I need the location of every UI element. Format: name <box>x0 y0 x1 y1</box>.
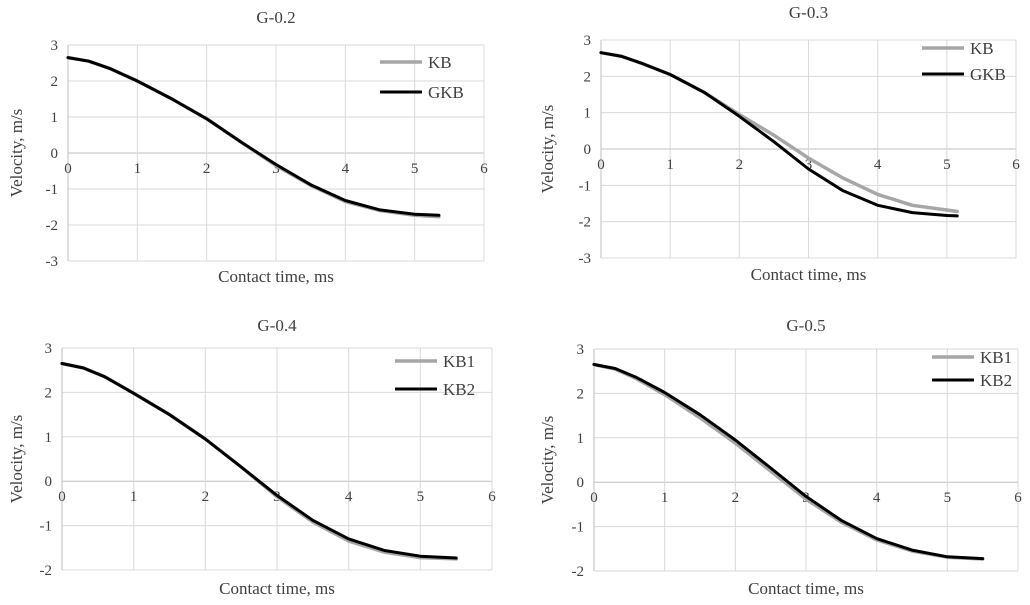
series-line-kb2 <box>592 363 985 561</box>
y-tick-label: 2 <box>51 74 59 90</box>
y-tick-label: -1 <box>46 182 59 198</box>
x-tick-label: 5 <box>943 157 951 173</box>
chart-title: G-0.3 <box>789 3 828 22</box>
y-tick-label: 0 <box>51 146 59 162</box>
legend-label-kb2: KB2 <box>443 380 475 399</box>
chart-panel-1: -3 -2 -1 0 1 2 3 0 1 2 3 4 5 6 G-0.2 Contact time, ms Ve… <box>7 8 488 286</box>
y-tick-label: 2 <box>577 386 585 402</box>
y-axis-label: Velocity, m/s <box>7 415 26 504</box>
x-axis-label: Contact time, ms <box>748 579 864 598</box>
x-tick-label: 6 <box>480 161 488 177</box>
x-tick-label: 2 <box>736 157 744 173</box>
y-tick-label: 1 <box>45 430 53 446</box>
x-tick-label: 6 <box>1014 490 1022 506</box>
x-tick-label: 5 <box>411 161 419 177</box>
x-tick-label: 3 <box>272 161 280 177</box>
x-tick-label: 0 <box>64 161 72 177</box>
x-tick-label: 4 <box>874 157 882 173</box>
legend-label-gkb: GKB <box>428 83 464 102</box>
x-tick-label: 4 <box>873 490 881 506</box>
series-line-gkb <box>599 51 959 218</box>
x-tick-label: 0 <box>58 489 66 505</box>
chart-title: G-0.2 <box>256 8 295 27</box>
y-tick-label: 1 <box>584 106 592 122</box>
x-axis-label: Contact time, ms <box>751 265 867 284</box>
y-tick-label: 3 <box>577 342 585 358</box>
chart-title: G-0.4 <box>257 316 297 335</box>
y-tick-label: 3 <box>584 33 592 49</box>
y-tick-label: 2 <box>45 385 53 401</box>
x-tick-label: 6 <box>488 489 496 505</box>
y-axis-label: Velocity, m/s <box>538 105 557 194</box>
y-tick-label: 3 <box>51 38 59 54</box>
x-tick-label: 2 <box>203 161 211 177</box>
y-tick-label: -3 <box>46 254 59 270</box>
y-tick-label: 1 <box>577 431 585 447</box>
x-tick-label: 3 <box>805 157 813 173</box>
y-tick-label: -2 <box>579 215 592 231</box>
y-tick-label: -1 <box>579 178 592 194</box>
y-axis-label: Velocity, m/s <box>538 416 557 505</box>
x-tick-label: 5 <box>944 490 952 506</box>
legend-label-kb: KB <box>428 53 452 72</box>
x-tick-label: 1 <box>666 157 674 173</box>
x-tick-label: 5 <box>417 489 425 505</box>
y-tick-label: 2 <box>584 69 592 85</box>
y-tick-label: 0 <box>577 475 585 491</box>
chart-panel-2: -3 -2 -1 0 1 2 3 0 1 2 3 4 5 6 G-0.3 Contact time, ms Ve… <box>538 3 1020 284</box>
legend-label-gkb: GKB <box>970 65 1006 84</box>
legend-label-kb1: KB1 <box>443 352 475 371</box>
y-tick-label: 0 <box>45 474 53 490</box>
x-tick-label: 1 <box>130 489 138 505</box>
legend-label-kb1: KB1 <box>980 348 1012 367</box>
x-tick-label: 0 <box>590 490 598 506</box>
y-tick-label: -2 <box>40 563 53 579</box>
y-tick-label: 1 <box>51 110 59 126</box>
series-line-gkb <box>66 56 441 217</box>
x-axis-label: Contact time, ms <box>219 579 335 598</box>
x-tick-label: 4 <box>345 489 353 505</box>
x-tick-label: 1 <box>134 161 142 177</box>
x-tick-label: 2 <box>732 490 740 506</box>
x-axis-label: Contact time, ms <box>218 267 334 286</box>
series-line-kb2 <box>60 362 458 560</box>
y-tick-label: 3 <box>45 341 53 357</box>
y-tick-label: -2 <box>572 564 585 580</box>
y-tick-label: -2 <box>46 218 59 234</box>
legend-label-kb: KB <box>970 39 994 58</box>
chart-title: G-0.5 <box>786 316 825 335</box>
x-tick-label: 4 <box>342 161 350 177</box>
x-tick-label: 0 <box>597 157 605 173</box>
x-tick-label: 6 <box>1012 157 1020 173</box>
x-tick-label: 1 <box>661 490 669 506</box>
x-tick-label: 2 <box>202 489 210 505</box>
y-axis-label: Velocity, m/s <box>7 109 26 198</box>
legend-label-kb2: KB2 <box>980 371 1012 390</box>
y-tick-label: -3 <box>579 251 592 267</box>
y-tick-label: 0 <box>584 142 592 158</box>
y-tick-label: -1 <box>40 519 53 535</box>
y-tick-label: -1 <box>572 520 585 536</box>
